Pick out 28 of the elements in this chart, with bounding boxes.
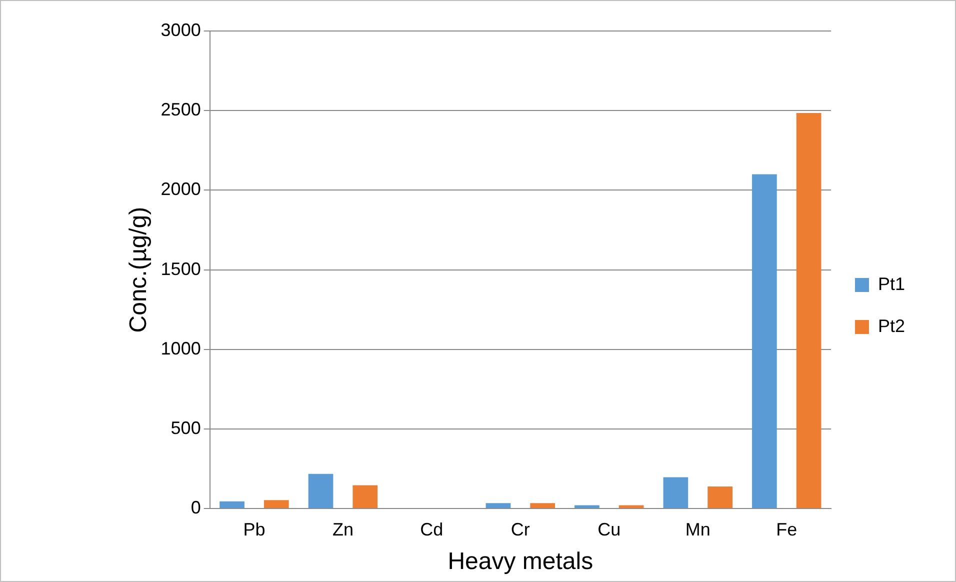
legend-label: Pt2 [878, 316, 906, 336]
bar [264, 500, 289, 508]
bar [486, 503, 511, 508]
bar [708, 486, 732, 508]
x-tick-label: Pb [243, 519, 266, 540]
x-axis-title: Heavy metals [448, 548, 594, 576]
x-tick-label: Cr [510, 519, 530, 540]
legend-label: Pt1 [878, 274, 906, 294]
x-tick-label: Zn [332, 519, 354, 540]
x-tick-label: Cd [420, 519, 444, 540]
bar [352, 485, 378, 508]
bar [530, 503, 556, 508]
bar [663, 477, 688, 508]
bar [220, 501, 244, 508]
x-tick-label: Cu [598, 519, 621, 540]
y-tick-label: 1000 [160, 338, 201, 358]
y-tick-label: 3000 [160, 20, 201, 40]
y-axis-title: Conc.(µg/g) [125, 206, 152, 333]
y-tick-label: 2500 [160, 100, 201, 120]
x-tick-label: Fe [776, 519, 798, 540]
y-tick-label: 0 [190, 498, 201, 518]
bar [796, 112, 822, 508]
y-tick-label: 2000 [160, 179, 201, 200]
y-tick-label: 1500 [160, 258, 201, 279]
x-tick-label: Mn [685, 519, 710, 540]
y-tick-label: 500 [170, 418, 201, 438]
bar [308, 474, 334, 508]
bar [752, 174, 777, 508]
